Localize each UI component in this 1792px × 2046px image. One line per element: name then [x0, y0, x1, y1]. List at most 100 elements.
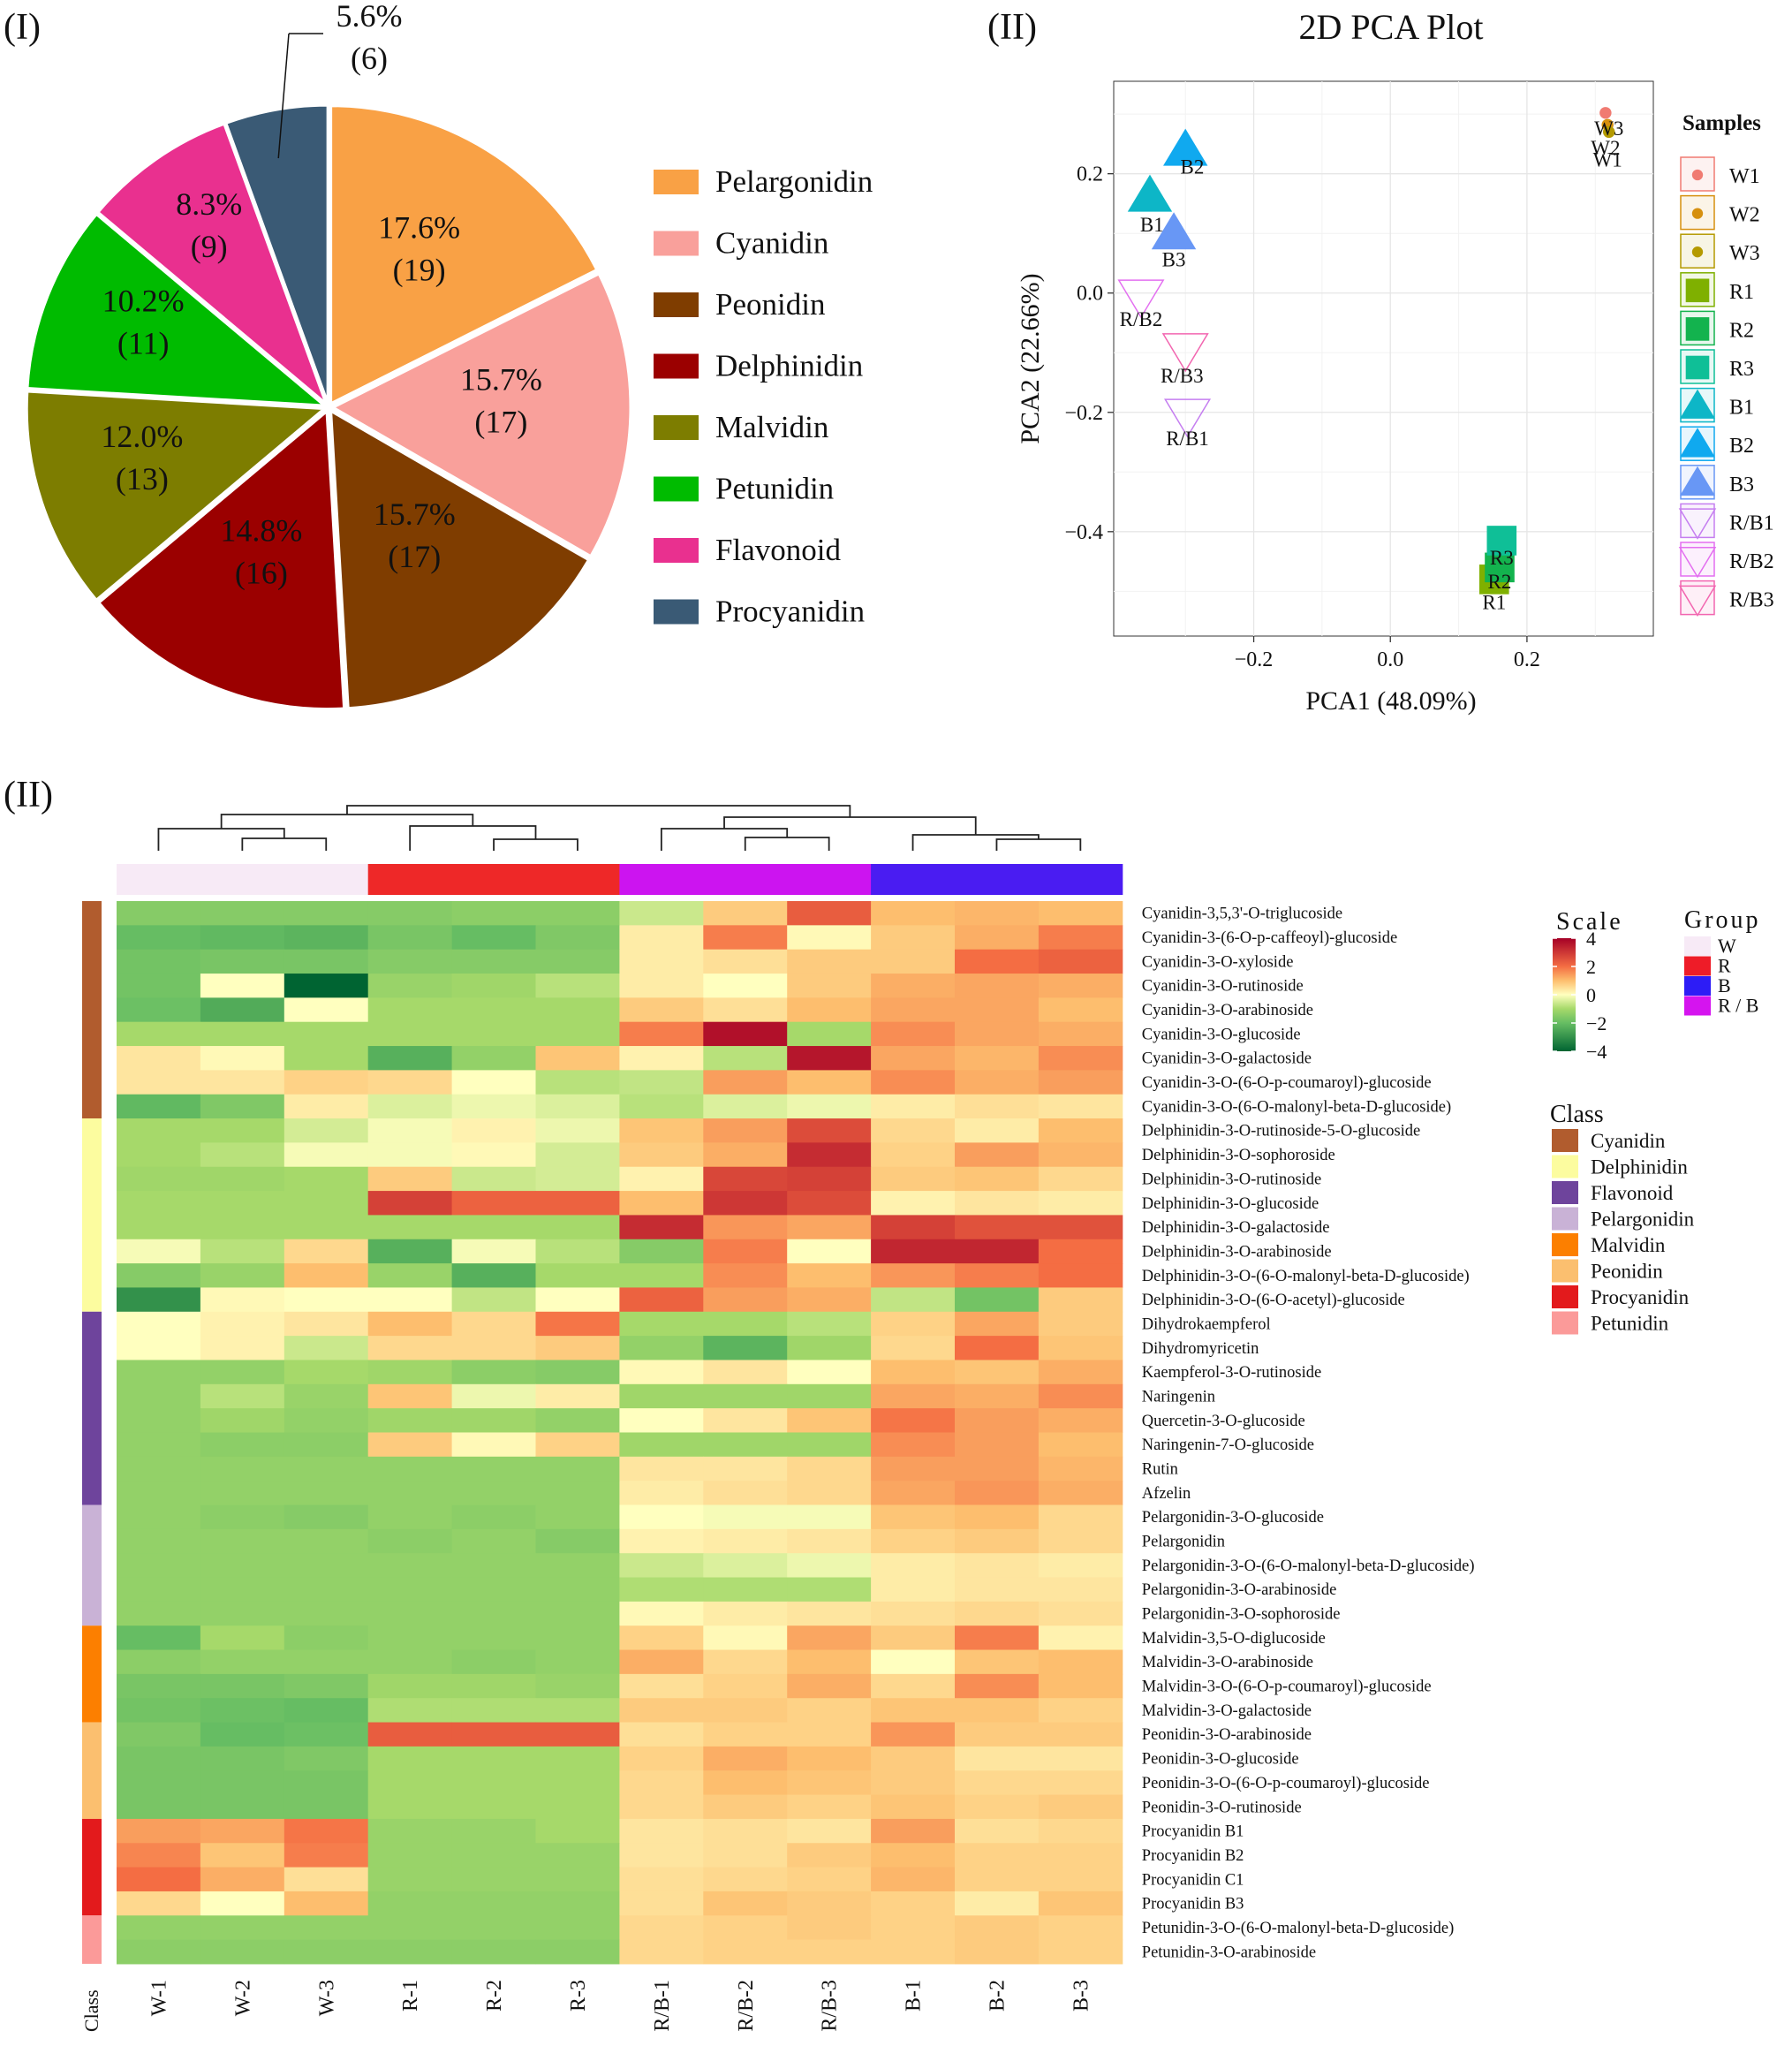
class-legend-label-malvidin: Malvidin: [1591, 1234, 1666, 1256]
heatmap-cell: [871, 1528, 956, 1554]
pie-percent-label: 8.3%: [176, 186, 242, 222]
heatmap-cell: [1038, 1166, 1123, 1192]
class-axis-label: Class: [80, 1989, 102, 2032]
heatmap-cell: [535, 1891, 620, 1916]
heatmap-cell: [284, 1456, 369, 1481]
heatmap-cell: [451, 1577, 536, 1603]
pca-point-r3: [1486, 526, 1517, 556]
heatmap-cell: [703, 1118, 788, 1143]
heatmap-cell: [703, 925, 788, 951]
heatmap-cell: [787, 1263, 872, 1288]
heatmap-cell: [367, 1867, 453, 1892]
group-bar-segment-b: [1038, 864, 1123, 895]
dendrogram-branch: [723, 816, 977, 835]
heatmap-cell: [955, 1287, 1040, 1313]
pca-x-label: PCA1 (48.09%): [1305, 686, 1476, 716]
pie-count-label: (6): [351, 41, 388, 76]
heatmap-cell: [284, 1722, 369, 1747]
heatmap-cell: [535, 1722, 620, 1747]
heatmap-cell: [787, 1166, 872, 1192]
column-label: R-2: [483, 1980, 506, 2012]
heatmap-cell: [787, 974, 872, 998]
pca-point-label-b2: B2: [1181, 156, 1205, 178]
heatmap-cell: [451, 901, 536, 926]
pca-point-label-r2: R2: [1488, 571, 1512, 593]
heatmap-cell: [367, 1601, 453, 1626]
heatmap-cell: [367, 1408, 453, 1433]
heatmap-cell: [535, 1142, 620, 1168]
heatmap-cell: [451, 949, 536, 974]
row-label: Cyanidin-3-O-rutinoside: [1142, 978, 1304, 996]
heatmap-cell: [619, 1794, 704, 1820]
heatmap-cell: [117, 1094, 201, 1119]
heatmap-cell: [117, 1553, 201, 1579]
heatmap-cell: [871, 1673, 956, 1699]
heatmap-cell: [535, 997, 620, 1023]
pie-legend-label-flavonoid: Flavonoid: [715, 533, 841, 567]
heatmap-cell: [703, 1504, 788, 1530]
pca-point-label-b3: B3: [1162, 248, 1186, 270]
row-label: Delphinidin-3-O-rutinoside-5-O-glucoside: [1142, 1123, 1420, 1140]
heatmap-cell: [871, 1311, 956, 1337]
class-bar-segment-procyanidin: [82, 1818, 102, 1916]
heatmap-cell: [284, 1481, 369, 1505]
heatmap-cell: [367, 949, 453, 974]
heatmap-cell: [284, 1673, 369, 1699]
pca-legend-label-w2: W2: [1729, 204, 1760, 227]
pca-point-label-w1: W1: [1593, 149, 1622, 171]
class-legend-swatch-petunidin: [1552, 1311, 1578, 1335]
heatmap-cell: [619, 1481, 704, 1505]
heatmap-cell: [535, 949, 620, 974]
heatmap-cell: [955, 1770, 1040, 1796]
heatmap-cell: [1038, 1408, 1123, 1433]
pie-percent-label: 17.6%: [378, 210, 460, 246]
row-label: Delphinidin-3-O-(6-O-acetyl)-glucoside: [1142, 1292, 1405, 1309]
heatmap-cell: [871, 1432, 956, 1458]
heatmap-cell: [1038, 1818, 1123, 1844]
heatmap-cell: [117, 1504, 201, 1530]
heatmap-cell: [451, 1649, 536, 1675]
pca-legend-symbol-w2: [1691, 208, 1704, 219]
dendrogram-branch: [346, 805, 851, 817]
heatmap-cell: [451, 1770, 536, 1796]
heatmap-cell: [367, 1094, 453, 1119]
heatmap-cell: [703, 997, 788, 1023]
heatmap-cell: [703, 1408, 788, 1433]
heatmap-cell: [871, 1118, 956, 1143]
row-label: Peonidin-3-O-rutinoside: [1142, 1799, 1302, 1816]
heatmap-cell: [367, 1046, 453, 1071]
heatmap-cell: [200, 1649, 285, 1675]
row-label: Naringenin: [1142, 1388, 1215, 1406]
heatmap-cell: [871, 974, 956, 998]
heatmap-cell: [117, 1046, 201, 1071]
heatmap-cell: [619, 1239, 704, 1264]
heatmap-cell: [787, 1601, 872, 1626]
heatmap-cell: [1038, 1215, 1123, 1240]
pca-y-label: PCA2 (22.66%): [1016, 273, 1045, 443]
pca-legend-symbol-w3: [1691, 246, 1704, 258]
heatmap-cell: [367, 1239, 453, 1264]
dendrogram-branch: [660, 828, 789, 851]
pca-legend-label-r3: R3: [1729, 358, 1754, 381]
pca-y-tick-label: −0.4: [1064, 521, 1103, 544]
heatmap-cell: [451, 1118, 536, 1143]
class-bar-segment-cyanidin: [82, 901, 102, 1119]
heatmap-cell: [1038, 1722, 1123, 1747]
heatmap-cell: [619, 1287, 704, 1313]
pca-legend-label-r-b1: R/B1: [1729, 512, 1774, 534]
heatmap-cell: [871, 1504, 956, 1530]
class-legend: Cyanidin Delphinidin Flavonoid Pelargonidin…: [1552, 1129, 1695, 1335]
panel-label-pca: (II): [987, 7, 1037, 48]
heatmap-cell: [535, 1867, 620, 1892]
heatmap-cell: [871, 1408, 956, 1433]
heatmap-cell: [535, 1215, 620, 1240]
heatmap-cell: [955, 1553, 1040, 1579]
heatmap-cell: [367, 1311, 453, 1337]
heatmap-cell: [1038, 1625, 1123, 1651]
heatmap-cell: [535, 1915, 620, 1941]
column-label: B-3: [1070, 1980, 1093, 2012]
class-annotation-bar: [82, 901, 102, 1964]
heatmap-cell: [1038, 925, 1123, 951]
pca-point-label-r3: R3: [1490, 547, 1514, 569]
